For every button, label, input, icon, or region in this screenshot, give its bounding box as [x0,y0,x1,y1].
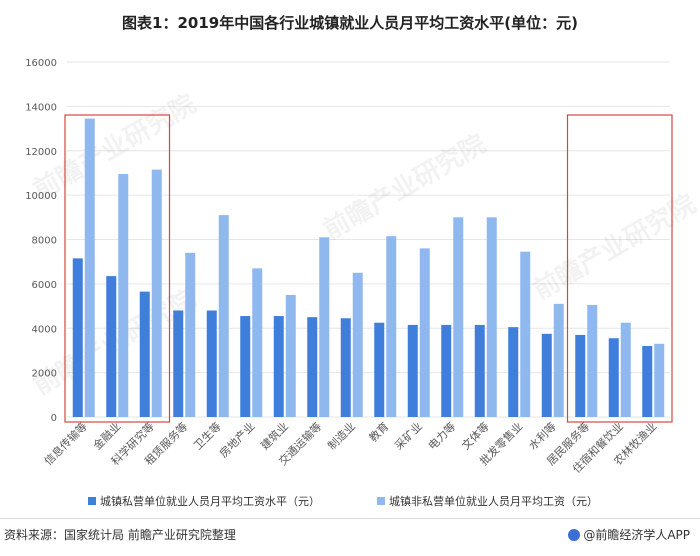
y-tick-label: 4000 [32,324,57,335]
y-tick-label: 14000 [25,102,57,113]
bar-private [407,324,418,417]
bar-non-private [352,272,363,417]
bar-non-private [453,217,464,417]
bar-non-private [386,236,397,417]
x-tick-label: 信息传输等 [41,419,90,468]
highlight-box [64,114,171,423]
bar-non-private [118,174,129,417]
x-tick-label: 建筑业 [258,419,291,452]
bar-private [642,346,653,417]
page-title: 图表1：2019年中国各行业城镇就业人员月平均工资水平(单位：元) [122,14,578,32]
bar-non-private [486,217,497,417]
highlight-boxes [64,114,673,423]
x-tick-label: 教育 [366,419,391,444]
legend-swatch [88,497,96,505]
footer-divider [0,518,700,519]
bar-non-private [285,294,296,417]
x-tick-label: 卫生等 [191,419,224,452]
x-tick-label: 文体等 [459,419,492,452]
bar-private [508,327,519,417]
x-tick-label: 电力等 [425,419,458,452]
bar-private [441,324,452,417]
bar-non-private [319,237,330,417]
y-tick-label: 6000 [32,280,57,291]
y-tick-label: 2000 [32,369,57,380]
highlight-box [566,114,673,423]
bar-non-private [587,304,598,417]
x-tick-label: 水利等 [526,419,559,452]
bar-private [474,324,485,417]
bar-private [173,310,184,417]
bar-non-private [654,343,665,417]
bar-non-private [520,251,531,417]
x-tick-label: 采矿业 [392,420,425,453]
bar-non-private [151,169,162,417]
bar-private [206,310,217,417]
brand-logo-icon [568,529,581,541]
bar-private [139,291,150,417]
y-axis-ticks: 0 2000 4000 6000 8000 10000 12000 14000 16000 [25,58,57,424]
bar-non-private [218,215,229,417]
bar-private [72,258,83,417]
legend-label: 城镇私营单位就业人员月平均工资水平（元） [100,494,320,508]
y-tick-label: 10000 [25,191,57,202]
legend: 城镇私营单位就业人员月平均工资水平（元） 城镇非私营单位就业人员月平均工资（元） [88,494,598,508]
watermark-text: 前瞻产业研究院 [528,188,700,306]
bar-private [608,338,619,417]
bar-non-private [185,252,196,417]
legend-swatch [377,497,385,505]
bar-private [340,318,351,417]
bar-private [374,322,385,417]
legend-label: 城镇非私营单位就业人员月平均工资（元） [389,494,598,508]
bar-private [106,276,117,417]
bar-non-private [252,268,263,417]
watermark: 前瞻产业研究院前瞻产业研究院前瞻产业研究院前瞻产业研究院 [28,88,700,401]
y-tick-label: 8000 [32,236,57,247]
y-tick-label: 16000 [25,58,57,69]
brand-text: @前瞻经济学人APP [583,528,690,542]
bar-chart: 前瞻产业研究院前瞻产业研究院前瞻产业研究院前瞻产业研究院 0 2000 4000 60… [25,58,700,508]
source-note: 资料来源：国家统计局 前瞻产业研究院整理 [4,528,236,542]
bar-private [575,334,586,417]
x-tick-label: 金融业 [90,419,123,452]
y-tick-label: 12000 [25,147,57,158]
grid-lines [67,61,670,418]
y-tick-label: 0 [51,413,57,424]
bar-private [307,317,318,417]
bar-non-private [553,303,564,417]
bar-private [541,333,552,417]
x-tick-label: 房地产业 [216,419,257,460]
brand-label: @前瞻经济学人APP [568,526,690,543]
bar-non-private [419,248,430,417]
bar-private [240,316,251,417]
bars [72,118,665,417]
x-tick-label: 制造业 [325,419,358,452]
watermark-text: 前瞻产业研究院 [318,128,491,246]
bar-non-private [84,118,95,417]
bar-private [273,316,284,417]
bar-non-private [620,322,631,417]
